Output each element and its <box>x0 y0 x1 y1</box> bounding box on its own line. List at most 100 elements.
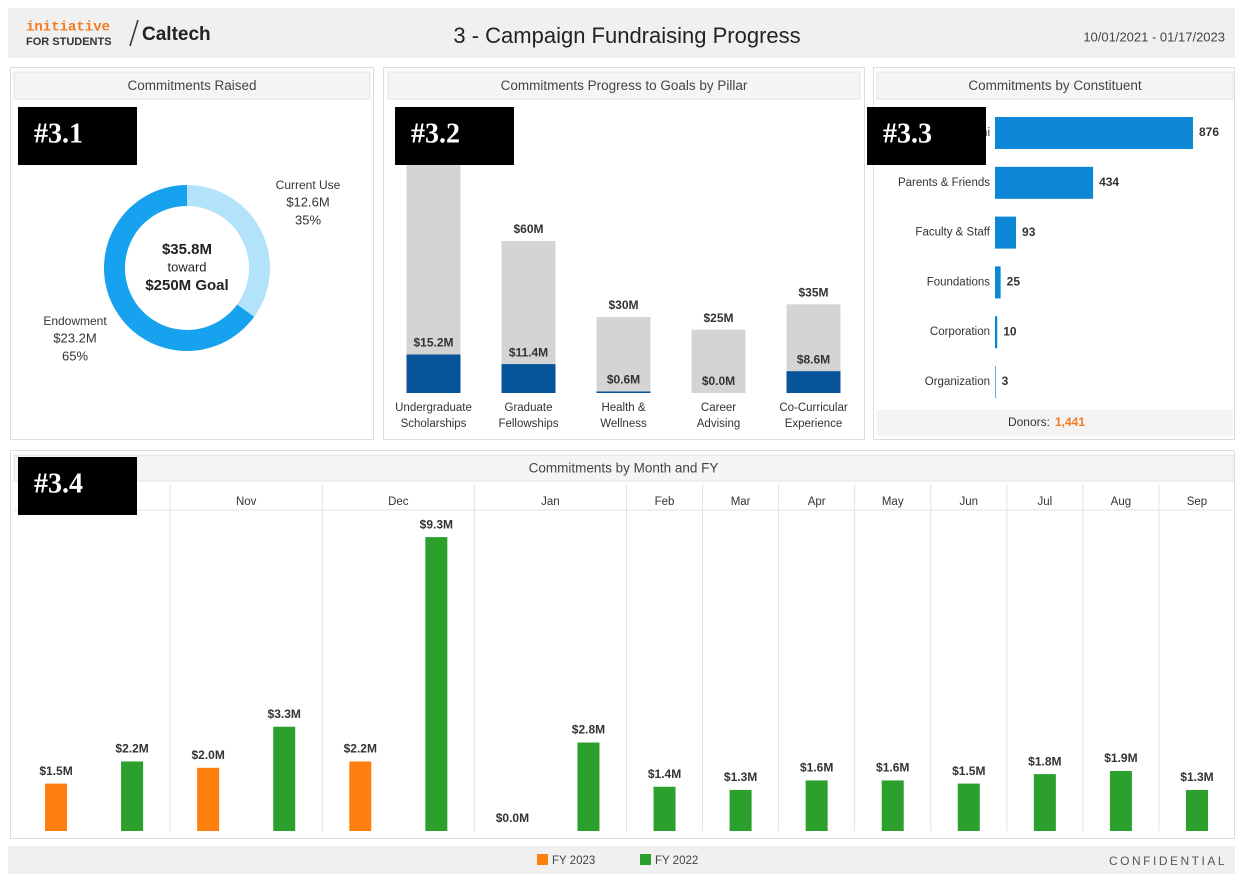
x-tick-label: Health & Wellness <box>600 402 647 430</box>
legend-swatch <box>640 854 651 865</box>
y-tick-label: Parents & Friends <box>898 177 990 189</box>
x-tick-label: Mar <box>731 496 751 508</box>
value-label: $1.3M <box>1180 770 1213 784</box>
x-tick-label: Aug <box>1111 496 1131 508</box>
panel-title: Commitments Raised <box>127 78 256 93</box>
value-label: $9.3M <box>420 517 453 531</box>
logo: initiative <box>26 20 110 36</box>
x-tick-label: Apr <box>808 496 826 508</box>
x-tick-label: Sep <box>1187 496 1207 508</box>
x-tick-label: Career Advising <box>697 402 740 430</box>
bar <box>406 139 461 393</box>
y-tick-label: Corporation <box>930 326 990 338</box>
panel-title: Commitments Progress to Goals by Pillar <box>501 78 748 93</box>
value-label: $0.6M <box>607 373 640 387</box>
value-label: $1.5M <box>39 764 72 778</box>
bar <box>995 117 1193 149</box>
value-label: $2.0M <box>191 748 224 762</box>
y-tick-label: Organization <box>925 376 990 388</box>
x-tick-label: Nov <box>236 496 257 508</box>
bar <box>653 786 676 831</box>
tag-label: #3.4 <box>34 468 83 499</box>
footer-band <box>8 846 1235 874</box>
value-label: $1.5M <box>952 764 985 778</box>
value-label: 3 <box>1002 374 1009 388</box>
bar <box>596 391 651 393</box>
value-label: $1.8M <box>1028 754 1061 768</box>
bar <box>957 783 980 831</box>
bar <box>501 364 556 393</box>
bar <box>995 216 1017 249</box>
bar <box>425 537 448 831</box>
value-label: $0.0M <box>702 374 735 388</box>
panel-title-bar <box>13 454 1234 482</box>
value-label: $0.0M <box>496 811 529 825</box>
bar <box>995 366 996 398</box>
value-label: $2.2M <box>344 742 377 756</box>
total-label: Donors: <box>1008 415 1050 429</box>
x-tick-label: Co-Curricular Experience <box>779 402 848 430</box>
x-tick-label: May <box>882 496 904 508</box>
tag-box <box>395 107 514 165</box>
slice-amount: $23.2M <box>53 330 96 345</box>
value-label: $30M <box>608 298 638 312</box>
bar <box>805 780 828 831</box>
value-label: 876 <box>1199 125 1219 139</box>
tag-label: #3.1 <box>34 118 83 149</box>
value-label: $1.3M <box>724 770 757 784</box>
value-label: $3.3M <box>268 707 301 721</box>
logo-sub: FOR STUDENTS <box>26 36 112 48</box>
total-band <box>877 410 1233 436</box>
value-label: $25M <box>703 311 733 325</box>
x-tick-label: Jun <box>960 496 979 508</box>
bar <box>273 726 296 831</box>
bar <box>577 742 600 831</box>
value-label: $1.6M <box>800 761 833 775</box>
value-label: $60M <box>513 222 543 236</box>
x-tick-label: Jul <box>1037 496 1052 508</box>
value-label: $1.4M <box>648 767 681 781</box>
tag-box <box>18 107 137 165</box>
legend-label: FY 2023 <box>552 855 595 867</box>
value-label: $35M <box>798 286 828 300</box>
confidential: CONFIDENTIAL <box>1109 854 1227 868</box>
bar <box>1185 789 1208 831</box>
bar <box>1033 774 1056 831</box>
tag-label: #3.3 <box>883 118 932 149</box>
bar <box>406 354 461 393</box>
donut-center-text: toward <box>167 259 206 274</box>
panel-title-bar <box>876 71 1234 100</box>
bar <box>786 371 841 393</box>
bar <box>995 166 1094 199</box>
slice-amount: $12.6M <box>286 194 329 209</box>
logo-slash <box>129 19 139 47</box>
legend-swatch <box>537 854 548 865</box>
donut-slice <box>187 185 270 317</box>
bar <box>729 789 752 831</box>
panel-title-bar <box>387 71 861 100</box>
bar <box>995 266 1001 299</box>
bar <box>691 329 746 393</box>
brand: Caltech <box>142 24 211 45</box>
value-label: $1.6M <box>876 761 909 775</box>
bar <box>349 761 372 831</box>
tag-box <box>18 457 137 515</box>
legend-label: FY 2022 <box>655 855 698 867</box>
total-value: 1,441 <box>1055 415 1085 429</box>
value-label: $11.4M <box>509 345 548 359</box>
bar <box>995 316 998 349</box>
slice-percent: 65% <box>62 348 88 363</box>
bar <box>881 780 904 831</box>
x-tick-label: Graduate Fellowships <box>498 402 558 430</box>
slice-label: Endowment <box>43 314 107 328</box>
bar <box>45 783 68 831</box>
panel-title-bar <box>13 71 371 100</box>
value-label: 25 <box>1007 275 1021 289</box>
tag-label: #3.2 <box>411 118 460 149</box>
bar <box>197 767 220 831</box>
header-band <box>8 8 1235 58</box>
value-label: 434 <box>1099 175 1119 189</box>
value-label: $2.8M <box>572 723 605 737</box>
x-tick-label: Undergraduate Scholarships <box>395 402 472 430</box>
slice-percent: 35% <box>295 212 321 227</box>
